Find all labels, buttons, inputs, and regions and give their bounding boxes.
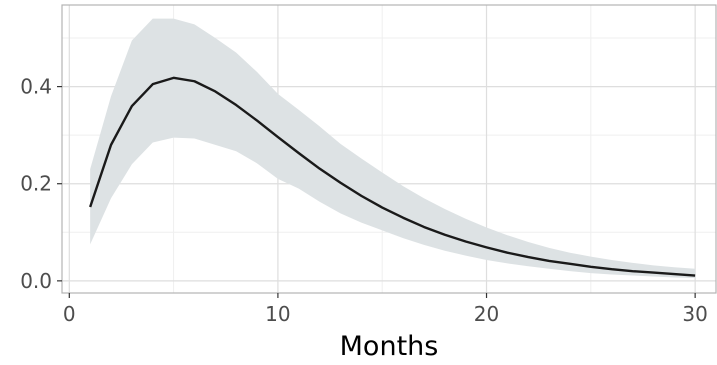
confidence-band <box>90 18 696 278</box>
axis-ticks <box>57 85 696 298</box>
panel-border <box>61 4 717 294</box>
x-tick-label: 30 <box>682 302 707 326</box>
y-tick-labels: 0.0 0.2 0.4 <box>20 75 52 293</box>
x-tick-label: 20 <box>474 302 499 326</box>
confidence-band-layer <box>90 18 696 278</box>
estimate-line <box>89 76 696 277</box>
line-layer <box>89 76 696 277</box>
x-tick-label: 10 <box>265 302 290 326</box>
y-tick-label: 0.0 <box>20 269 52 293</box>
x-axis-title: Months <box>340 331 439 362</box>
y-tick-label: 0.4 <box>20 75 52 99</box>
y-tick-label: 0.2 <box>20 172 52 196</box>
x-tick-labels: 0 10 20 30 <box>63 302 708 326</box>
x-tick-label: 0 <box>63 302 76 326</box>
